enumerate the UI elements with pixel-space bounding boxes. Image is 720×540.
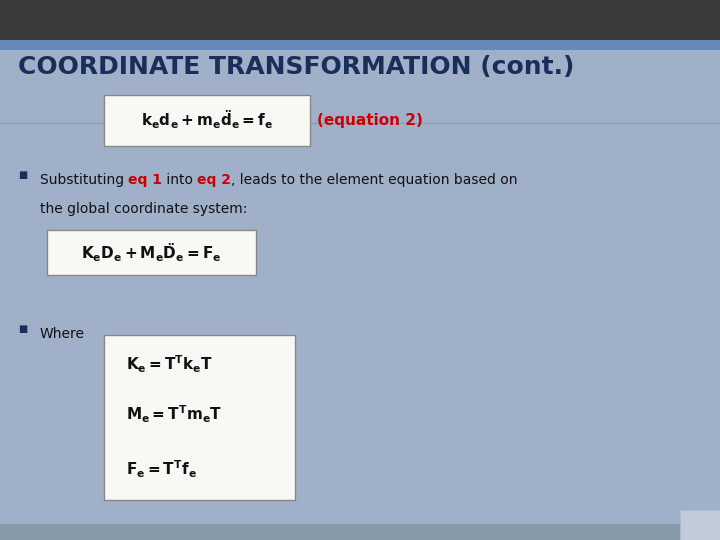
Text: $\mathbf{K_e D_e + M_e \ddot{D}_e = F_e}$: $\mathbf{K_e D_e + M_e \ddot{D}_e = F_e}… — [81, 241, 222, 264]
Text: COORDINATE TRANSFORMATION (cont.): COORDINATE TRANSFORMATION (cont.) — [18, 55, 575, 79]
Text: $\mathbf{K_e = T^T k_e T}$: $\mathbf{K_e = T^T k_e T}$ — [126, 354, 213, 375]
Text: ■: ■ — [18, 170, 27, 180]
Bar — [680, 510, 720, 540]
Text: into: into — [162, 173, 197, 187]
Bar — [0, 524, 720, 540]
Text: Where: Where — [40, 327, 85, 341]
Text: $\mathbf{F_e = T^T f_e}$: $\mathbf{F_e = T^T f_e}$ — [126, 459, 197, 481]
Text: eq 1: eq 1 — [128, 173, 162, 187]
Text: eq 2: eq 2 — [197, 173, 231, 187]
Bar — [0, 0, 720, 40]
Text: , leads to the element equation based on: , leads to the element equation based on — [231, 173, 518, 187]
Text: $\mathbf{M_e = T^T m_e T}$: $\mathbf{M_e = T^T m_e T}$ — [126, 404, 222, 425]
FancyBboxPatch shape — [104, 94, 310, 146]
Text: Substituting: Substituting — [40, 173, 128, 187]
Bar — [0, 40, 720, 50]
Text: $\mathbf{k_e d_e + m_e \ddot{d}_e = f_e}$: $\mathbf{k_e d_e + m_e \ddot{d}_e = f_e}… — [141, 109, 273, 131]
Text: (equation 2): (equation 2) — [317, 113, 423, 127]
Text: the global coordinate system:: the global coordinate system: — [40, 202, 247, 217]
FancyBboxPatch shape — [104, 335, 295, 500]
Text: ■: ■ — [18, 324, 27, 334]
FancyBboxPatch shape — [47, 230, 256, 275]
